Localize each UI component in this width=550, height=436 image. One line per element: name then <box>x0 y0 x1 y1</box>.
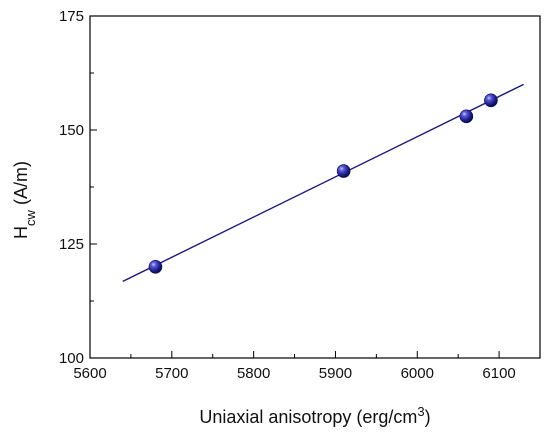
y-tick-label: 175 <box>59 8 84 25</box>
x-axis: 5600 5700 5800 5900 6000 6100 <box>73 351 541 382</box>
data-point <box>459 109 474 124</box>
x-axis-title: Uniaxial anisotropy (erg/cm3) <box>199 404 430 428</box>
fit-line-group <box>122 83 524 283</box>
y-axis-title: Hcw (A/m) <box>11 161 38 239</box>
data-point <box>148 259 163 274</box>
data-points <box>148 93 498 274</box>
y-axis: 100 125 150 175 <box>59 8 97 367</box>
x-tick-label: 6000 <box>401 365 434 382</box>
x-tick-label: 5600 <box>73 365 106 382</box>
y-tick-label: 150 <box>59 122 84 139</box>
y-tick-label: 125 <box>59 236 84 253</box>
x-tick-label: 6100 <box>482 365 515 382</box>
data-point <box>484 93 498 108</box>
data-point <box>336 164 351 178</box>
x-tick-label: 5700 <box>155 365 188 382</box>
y-tick-label: 100 <box>59 350 84 367</box>
fit-line <box>122 83 524 283</box>
x-tick-label: 5800 <box>237 365 270 382</box>
x-tick-label: 5900 <box>319 365 352 382</box>
